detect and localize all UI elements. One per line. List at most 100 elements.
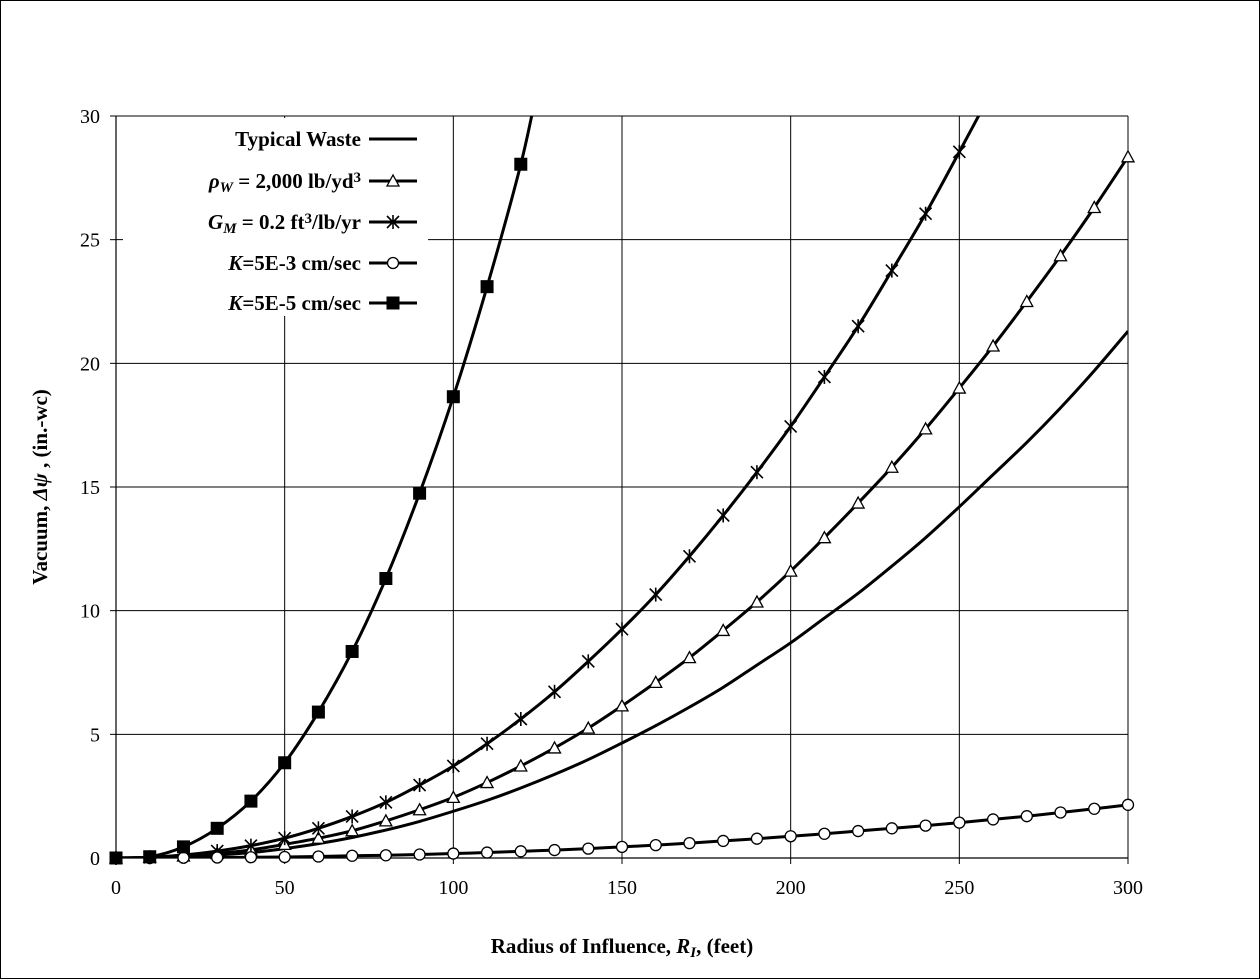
data-point <box>1054 806 1067 819</box>
data-point <box>986 813 1000 826</box>
legend: Typical Waste ρW = 2,000 lb/yd3 GM = 0.2 f… <box>123 118 428 316</box>
legend-label-part: M <box>222 221 237 237</box>
legend-label-part: /lb/yr <box>311 210 361 234</box>
data-point <box>514 157 528 171</box>
data-point <box>244 794 258 808</box>
data-point <box>378 813 393 827</box>
legend-entry: ρW = 2,000 lb/yd3 <box>208 169 417 196</box>
data-point <box>345 809 359 824</box>
data-point <box>379 849 393 862</box>
data-point <box>278 756 292 770</box>
legend-label-part: 3 <box>354 170 362 186</box>
x-tick-label: 200 <box>776 877 806 899</box>
data-point <box>918 421 933 435</box>
data-point <box>885 263 899 278</box>
data-point <box>683 837 696 850</box>
data-point <box>177 851 190 864</box>
legend-marker <box>386 296 400 310</box>
legend-label-part: = 2,000 lb/yd <box>233 169 354 193</box>
y-tick-label: 20 <box>80 353 100 375</box>
x-tick-label: 150 <box>607 877 637 899</box>
legend-label-part: = 0.2 ft <box>237 210 305 234</box>
data-point <box>784 830 797 843</box>
x-tick-label: 300 <box>1113 877 1143 899</box>
legend-label-part: Typical Waste <box>235 127 361 151</box>
legend-label-part: =5E-3 cm/sec <box>242 251 361 275</box>
data-point <box>312 850 325 863</box>
data-point <box>614 698 630 712</box>
data-point <box>480 846 494 859</box>
data-point <box>615 840 629 854</box>
data-point <box>919 206 933 221</box>
axis-title-part: , (feet) <box>696 934 753 958</box>
data-point <box>1053 248 1068 262</box>
x-axis-title: Radius of Influence, RI, (feet) <box>491 934 754 961</box>
data-point <box>1087 200 1102 214</box>
data-point <box>1120 149 1136 163</box>
data-point <box>615 622 629 637</box>
data-point <box>919 819 932 832</box>
data-point <box>581 720 596 734</box>
data-point <box>479 775 495 789</box>
legend-label: GM = 0.2 ft3/lb/yr <box>208 210 361 237</box>
data-point <box>548 843 561 857</box>
data-point <box>818 827 831 840</box>
data-point <box>514 711 528 726</box>
data-point <box>447 847 460 860</box>
y-tick-label: 15 <box>80 477 100 499</box>
data-point <box>952 144 966 159</box>
data-point <box>278 850 291 864</box>
data-point <box>379 795 393 810</box>
legend-label: K=5E-3 cm/sec <box>227 251 361 275</box>
y-axis-title: Vacuum, Δψ , (in.-wc) <box>28 389 52 585</box>
data-point <box>446 790 461 804</box>
data-point <box>176 840 190 854</box>
data-point <box>885 822 899 835</box>
legend-marker <box>386 215 400 229</box>
axis-title-part: R <box>675 934 690 958</box>
data-point <box>311 821 325 836</box>
data-point <box>716 623 731 637</box>
data-point <box>952 380 967 394</box>
x-tick-label: 50 <box>275 877 295 899</box>
legend-label: Typical Waste <box>235 127 361 151</box>
legend-entry: Typical Waste <box>235 127 417 151</box>
data-point <box>345 823 360 837</box>
data-point <box>446 390 460 404</box>
data-point <box>750 832 764 845</box>
series-group <box>108 116 1136 865</box>
axis-title-part: I <box>689 945 697 961</box>
y-tick-label: 0 <box>90 848 100 870</box>
legend-label-part: =5E-5 cm/sec <box>242 291 361 315</box>
data-point <box>649 587 663 602</box>
legend-label-part: 3 <box>304 211 312 227</box>
data-point <box>513 758 528 772</box>
series-5 <box>109 116 534 865</box>
data-point <box>278 831 292 846</box>
data-point <box>985 338 1001 352</box>
data-point <box>717 834 730 848</box>
data-point <box>783 563 798 577</box>
data-point <box>581 654 595 669</box>
data-point <box>109 851 123 865</box>
data-point <box>649 838 662 852</box>
data-point <box>884 459 899 473</box>
legend-label-part: K <box>227 291 244 315</box>
data-point <box>784 419 798 434</box>
data-point <box>412 802 427 816</box>
data-point <box>547 684 562 699</box>
data-point <box>851 495 866 509</box>
data-point <box>345 849 359 862</box>
data-point <box>480 280 494 294</box>
data-point <box>413 848 426 861</box>
axis-title-part: , (in.-wc) <box>28 389 52 473</box>
y-tick-label: 25 <box>80 230 100 252</box>
axis-title-part: Vacuum, <box>28 500 52 584</box>
data-point <box>446 758 460 773</box>
data-point <box>143 850 157 864</box>
data-point <box>1019 294 1034 308</box>
y-tick-label: 10 <box>80 601 100 623</box>
legend-label: ρW = 2,000 lb/yd3 <box>208 169 361 196</box>
data-point <box>582 842 595 855</box>
